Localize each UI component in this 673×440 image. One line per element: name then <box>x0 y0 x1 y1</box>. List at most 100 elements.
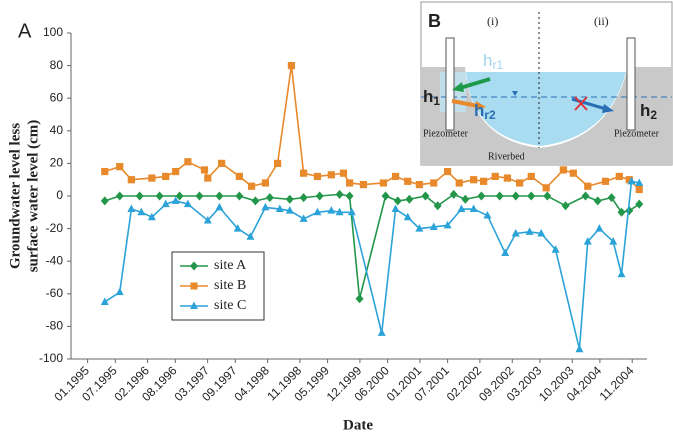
symbol-base: h <box>640 101 650 120</box>
marker <box>287 62 296 70</box>
marker <box>339 169 348 177</box>
arrow-head <box>475 101 486 111</box>
marker <box>511 191 520 201</box>
marker <box>218 159 226 167</box>
marker <box>469 204 478 213</box>
marker <box>347 207 356 216</box>
marker <box>581 191 590 201</box>
y-tick-label: 60 <box>50 90 64 104</box>
marker <box>543 191 552 201</box>
symbol-sub: 1 <box>433 94 440 108</box>
marker <box>155 191 164 201</box>
marker <box>516 179 524 187</box>
arrow-head <box>602 104 614 113</box>
marker <box>381 191 390 201</box>
marker <box>261 202 270 211</box>
marker <box>625 206 634 216</box>
marker <box>335 189 344 199</box>
marker <box>635 185 643 194</box>
marker <box>470 176 478 184</box>
marker <box>430 179 438 187</box>
legend-marker <box>190 282 198 290</box>
symbol-base: h <box>423 87 433 106</box>
marker <box>203 215 212 224</box>
marker <box>313 207 322 216</box>
marker <box>200 166 209 174</box>
marker <box>495 191 504 201</box>
marker <box>569 169 577 177</box>
marker <box>393 196 402 206</box>
piezometer-label: Piezometer <box>614 128 660 139</box>
x-tick-label: 02.2002 <box>444 363 485 404</box>
marker <box>101 167 109 176</box>
marker <box>405 194 414 204</box>
panel-label: A <box>18 20 32 42</box>
y-tick-label: 20 <box>50 156 64 170</box>
inset-diagram: B (i) (ii) hr1 hr2 h1 h2 Piezometer Piez… <box>420 1 673 166</box>
marker <box>246 232 255 240</box>
symbol-base: h <box>474 101 484 120</box>
marker <box>171 196 180 204</box>
piezometer <box>626 37 636 131</box>
marker <box>299 214 308 222</box>
marker <box>609 237 618 245</box>
marker <box>429 222 438 230</box>
symbol: hr2 <box>474 101 496 122</box>
cross <box>574 96 588 111</box>
marker <box>313 172 322 181</box>
symbol: h2 <box>640 101 657 122</box>
y-tick-label: -60 <box>46 286 64 300</box>
marker <box>115 191 124 201</box>
y-tick-label: -20 <box>46 221 64 235</box>
marker <box>315 191 324 201</box>
marker <box>137 207 146 216</box>
marker <box>595 224 604 232</box>
marker <box>457 204 466 213</box>
piezometer-label: Piezometer <box>423 128 469 139</box>
marker <box>511 228 520 237</box>
marker <box>148 174 156 182</box>
marker <box>327 171 335 179</box>
marker <box>215 191 224 201</box>
marker <box>183 199 192 208</box>
marker <box>559 166 567 174</box>
symbol-sub: r2 <box>484 108 496 122</box>
marker <box>195 191 204 201</box>
marker <box>235 172 243 181</box>
marker <box>403 212 412 221</box>
marker <box>503 174 512 182</box>
marker <box>127 176 135 184</box>
river-water <box>466 72 626 146</box>
marker <box>345 191 354 201</box>
marker <box>617 269 626 278</box>
riverbed-label: Riverbed <box>488 151 525 162</box>
symbol-sub: r1 <box>492 58 503 72</box>
marker <box>327 206 336 214</box>
marker <box>525 227 534 235</box>
marker <box>215 202 224 211</box>
marker <box>377 328 386 336</box>
marker <box>345 179 354 187</box>
x-tick-label: 11.2004 <box>597 363 637 403</box>
marker <box>116 163 124 171</box>
marker <box>100 196 109 206</box>
marker <box>483 211 492 219</box>
marker <box>527 191 536 201</box>
marker <box>275 204 284 213</box>
marker <box>100 297 109 305</box>
marker <box>391 204 400 213</box>
x-tick-label: 04.1998 <box>231 363 272 404</box>
marker <box>299 193 308 203</box>
marker <box>161 199 170 208</box>
legend-label: site B <box>214 278 246 293</box>
marker <box>477 191 486 201</box>
y-axis-title: Groundwater level less surface water lev… <box>7 120 41 273</box>
marker <box>575 344 584 353</box>
symbol: h1 <box>423 87 440 108</box>
marker <box>300 169 308 177</box>
marker <box>175 191 184 201</box>
symbol-base: h <box>483 51 492 70</box>
marker <box>625 176 633 184</box>
